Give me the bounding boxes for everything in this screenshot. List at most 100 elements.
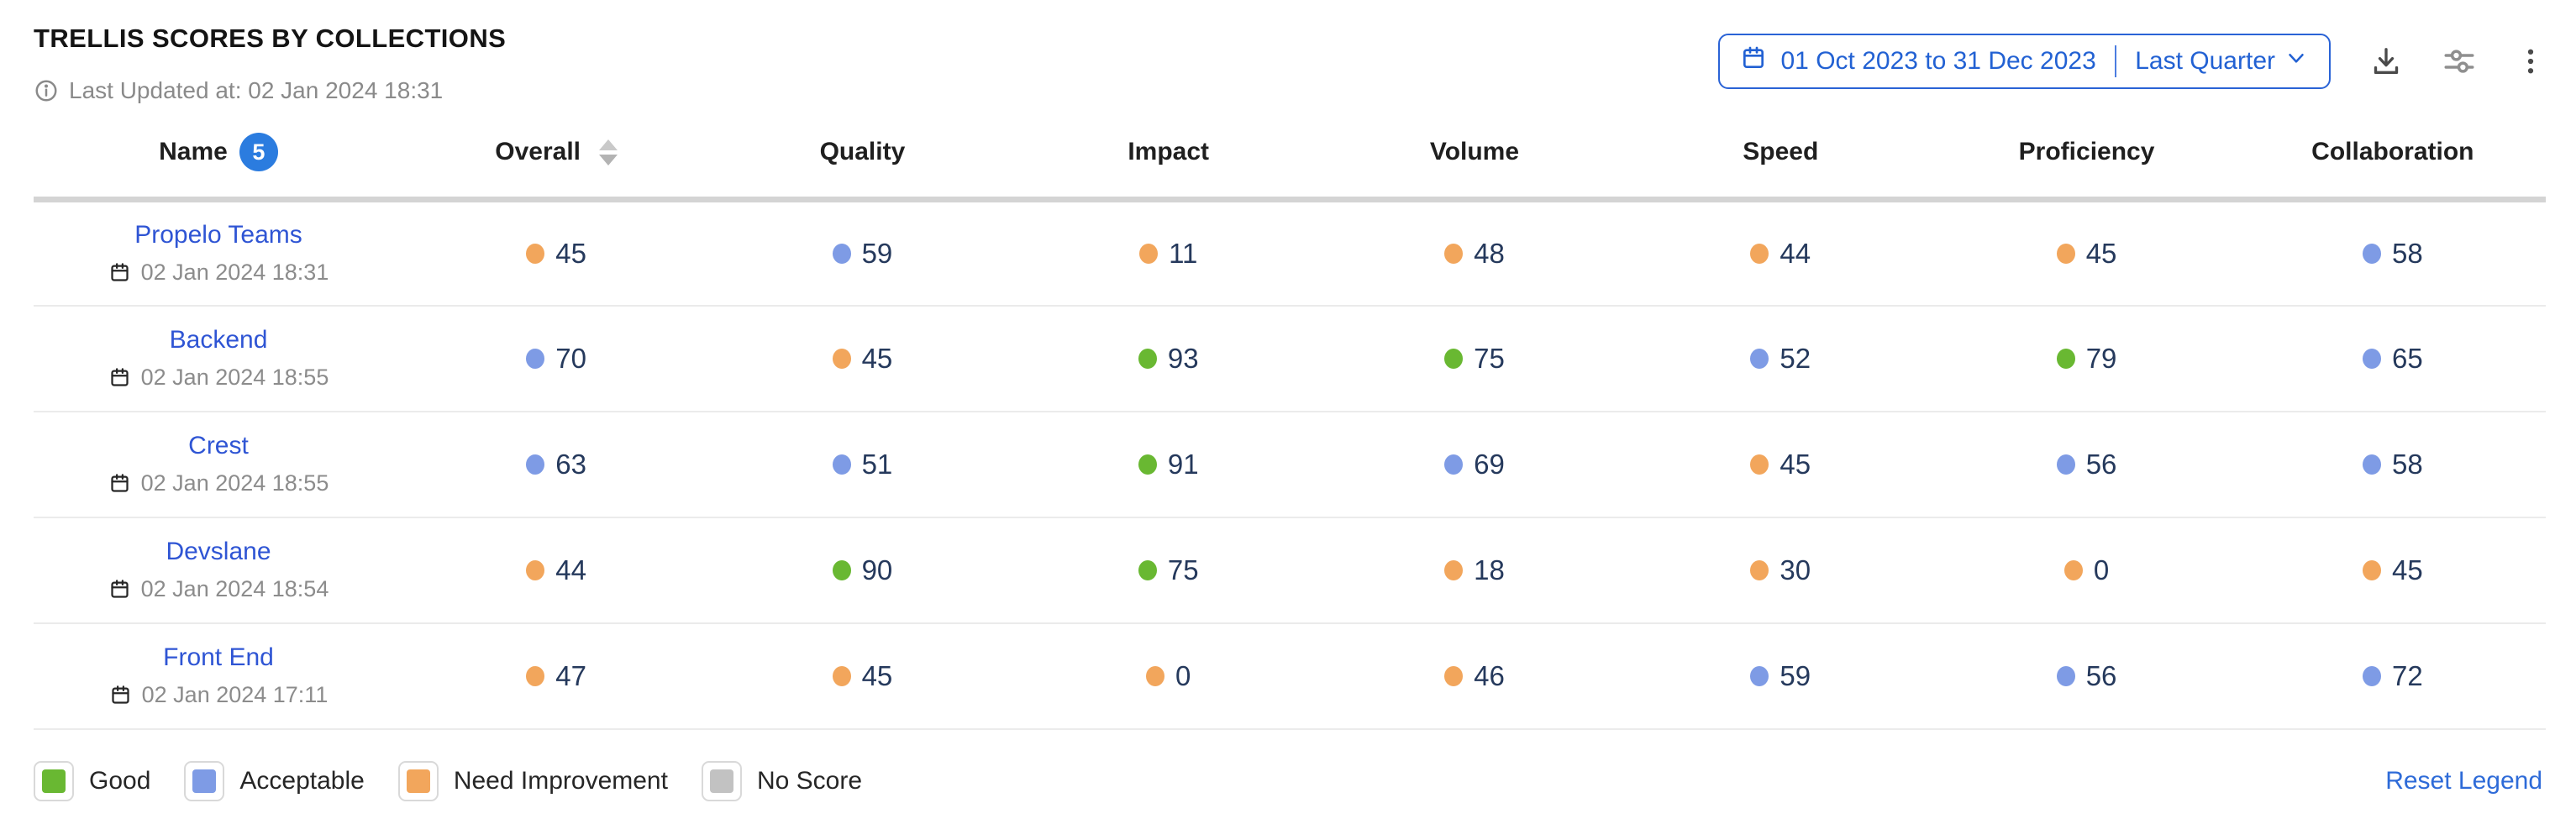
no-score-swatch-icon [709, 769, 733, 793]
legend-swatch-no-score [701, 760, 742, 801]
score-cell-quality: 59 [709, 199, 1016, 307]
collection-link[interactable]: Crest [188, 432, 249, 459]
info-icon [34, 78, 59, 103]
score-cell-overall: 45 [403, 199, 710, 307]
score-cell-collaboration: 65 [2239, 305, 2546, 412]
score-value: 11 [1169, 237, 1198, 269]
score-value: 63 [555, 448, 586, 480]
score-value: 72 [2391, 659, 2423, 691]
calendar-icon [1740, 45, 1767, 78]
score-dot [526, 243, 545, 264]
score-cell-impact: 0 [1015, 622, 1322, 730]
score-dot [832, 348, 851, 369]
score-dot [526, 348, 545, 369]
date-range-text: 01 Oct 2023 to 31 Dec 2023 [1780, 47, 2096, 75]
score-cell-overall: 44 [403, 517, 710, 624]
row-date-text: 02 Jan 2024 18:31 [140, 260, 329, 286]
more-options-button[interactable] [2516, 45, 2546, 78]
score-dot [1750, 454, 1769, 475]
score-value: 90 [861, 554, 893, 585]
row-updated: 02 Jan 2024 17:11 [34, 682, 403, 708]
row-date-text: 02 Jan 2024 17:11 [141, 682, 329, 707]
date-range-button[interactable]: 01 Oct 2023 to 31 Dec 2023 Last Quarter [1718, 34, 2331, 89]
score-dot [2056, 454, 2075, 475]
score-dot [1444, 348, 1464, 369]
legend-label: Acceptable [239, 766, 365, 795]
calendar-icon [108, 261, 131, 284]
score-cell-volume: 46 [1321, 622, 1628, 730]
widget-controls: 01 Oct 2023 to 31 Dec 2023 Last Quarter [1718, 34, 2546, 89]
legend-item-no-score[interactable]: No Score [701, 760, 863, 801]
calendar-icon [109, 684, 132, 706]
table-row: Front End 02 Jan 2024 17:11 47 45 0 46 5… [34, 622, 2546, 730]
score-cell-quality: 45 [709, 622, 1016, 730]
column-header-volume: Volume [1321, 133, 1628, 202]
score-cell-impact: 91 [1015, 411, 1322, 518]
legend-item-acceptable[interactable]: Acceptable [184, 760, 365, 801]
score-value: 93 [1167, 342, 1199, 374]
table-row: Propelo Teams 02 Jan 2024 18:31 45 59 11… [34, 199, 2546, 307]
row-updated: 02 Jan 2024 18:55 [34, 470, 403, 496]
score-value: 44 [1780, 237, 1811, 269]
column-header-impact: Impact [1015, 133, 1322, 202]
title-block: TRELLIS SCORES BY COLLECTIONS Last Updat… [34, 24, 506, 104]
score-dot [526, 559, 545, 580]
score-cell-collaboration: 58 [2239, 411, 2546, 518]
score-cell-quality: 90 [709, 517, 1016, 624]
sort-asc-icon [599, 139, 618, 150]
score-value: 75 [1474, 342, 1505, 374]
date-preset-dropdown[interactable]: Last Quarter [2135, 45, 2309, 77]
calendar-icon [108, 366, 131, 389]
score-cell-quality: 45 [709, 305, 1016, 412]
table-row: Crest 02 Jan 2024 18:55 63 51 91 69 45 5… [34, 411, 2546, 518]
row-updated: 02 Jan 2024 18:31 [34, 260, 403, 286]
score-value: 30 [1780, 554, 1811, 585]
collection-link[interactable]: Propelo Teams [134, 221, 302, 249]
legend-label: No Score [756, 766, 863, 795]
trellis-widget: TRELLIS SCORES BY COLLECTIONS Last Updat… [34, 24, 2546, 801]
table-header-row: Name 5 Overall Quality Impact Volume [34, 133, 2546, 202]
score-value: 45 [1780, 448, 1811, 480]
score-cell-speed: 52 [1627, 305, 1934, 412]
score-value: 51 [861, 448, 893, 480]
collection-link[interactable]: Devslane [166, 538, 271, 565]
calendar-icon [108, 472, 131, 495]
score-cell-collaboration: 45 [2239, 517, 2546, 624]
legend-label: Need Improvement [453, 766, 668, 795]
score-cell-proficiency: 79 [1933, 305, 2240, 412]
download-button[interactable] [2369, 45, 2403, 78]
score-cell-speed: 59 [1627, 622, 1934, 730]
collection-link[interactable]: Front End [163, 643, 274, 671]
score-dot [2362, 243, 2381, 264]
score-dot [1750, 348, 1769, 369]
column-header-quality: Quality [709, 133, 1016, 202]
score-cell-impact: 93 [1015, 305, 1322, 412]
legend-label: Good [89, 766, 151, 795]
score-dot [832, 243, 851, 264]
need-improvement-swatch-icon [406, 769, 430, 793]
sorter[interactable] [599, 139, 618, 165]
score-cell-overall: 63 [403, 411, 710, 518]
score-cell-collaboration: 72 [2239, 622, 2546, 730]
score-cell-volume: 69 [1321, 411, 1628, 518]
score-cell-proficiency: 56 [1933, 411, 2240, 518]
score-cell-overall: 47 [403, 622, 710, 730]
score-value: 45 [861, 342, 893, 374]
legend-item-good[interactable]: Good [34, 760, 151, 801]
collection-link[interactable]: Backend [169, 326, 268, 354]
row-updated: 02 Jan 2024 18:55 [34, 365, 403, 391]
score-cell-volume: 48 [1321, 199, 1628, 307]
score-value: 75 [1167, 554, 1199, 585]
settings-sliders-button[interactable] [2442, 44, 2477, 79]
score-value: 58 [2391, 237, 2423, 269]
legend-item-need-improvement[interactable]: Need Improvement [397, 760, 668, 801]
good-swatch-icon [42, 769, 66, 793]
score-dot [2056, 665, 2075, 686]
table-row: Devslane 02 Jan 2024 18:54 44 90 75 18 3… [34, 517, 2546, 624]
score-cell-overall: 70 [403, 305, 710, 412]
score-dot [1750, 243, 1769, 264]
scores-table: Name 5 Overall Quality Impact Volume [34, 133, 2546, 730]
reset-legend-link[interactable]: Reset Legend [2385, 766, 2542, 795]
score-value: 79 [2085, 342, 2117, 374]
last-updated-text: Last Updated at: 02 Jan 2024 18:31 [69, 77, 444, 103]
